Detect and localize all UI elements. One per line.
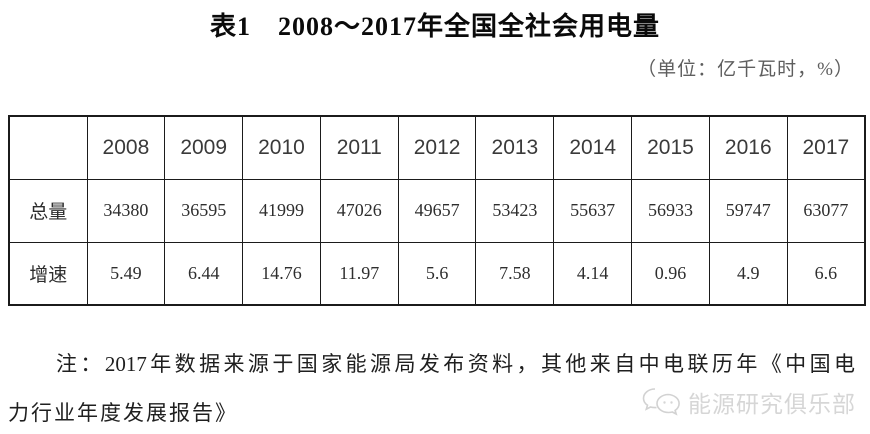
year-header-2014: 2014: [553, 115, 633, 180]
row-label-total: 总量: [8, 178, 88, 243]
year-header-2017: 2017: [786, 115, 866, 180]
total-value: 49657: [397, 178, 477, 243]
table-row-total: 总量 34380 36595 41999 47026 49657 53423 5…: [8, 178, 866, 243]
electricity-table: 2008 2009 2010 2011 2012 2013 2014 2015 …: [8, 115, 866, 306]
total-value: 59747: [708, 178, 788, 243]
total-value: 56933: [631, 178, 710, 243]
growth-value: 14.76: [242, 241, 321, 306]
watermark: 能源研究俱乐部: [641, 385, 856, 419]
total-value: 36595: [164, 178, 244, 243]
total-value: 41999: [242, 178, 321, 243]
chat-bubbles-icon: [641, 386, 683, 418]
year-header-2009: 2009: [164, 115, 244, 180]
growth-value: 5.49: [86, 241, 166, 306]
total-value: 63077: [786, 178, 866, 243]
table-row-growth: 增速 5.49 6.44 14.76 11.97 5.6 7.58 4.14 0…: [8, 241, 866, 306]
corner-cell: [8, 115, 88, 180]
footnote-line1: 注：2017年数据来源于国家能源局发布资料，其他来自中电联历年《中国电: [56, 352, 855, 376]
unit-note: （单位：亿千瓦时，%）: [637, 59, 854, 80]
year-header-2015: 2015: [631, 115, 710, 180]
table-header-row: 2008 2009 2010 2011 2012 2013 2014 2015 …: [8, 115, 866, 180]
row-label-growth: 增速: [8, 241, 88, 306]
total-value: 34380: [86, 178, 166, 243]
year-header-2011: 2011: [319, 115, 399, 180]
growth-value: 4.14: [553, 241, 633, 306]
growth-value: 0.96: [631, 241, 710, 306]
year-header-2010: 2010: [242, 115, 321, 180]
footnote-line2: 力行业年度发展报告》: [8, 401, 238, 425]
growth-value: 6.44: [164, 241, 244, 306]
growth-value: 11.97: [319, 241, 399, 306]
growth-value: 4.9: [708, 241, 788, 306]
total-value: 55637: [553, 178, 633, 243]
year-header-2016: 2016: [708, 115, 788, 180]
year-header-2013: 2013: [475, 115, 555, 180]
growth-value: 5.6: [397, 241, 477, 306]
year-header-2008: 2008: [86, 115, 166, 180]
growth-value: 7.58: [475, 241, 555, 306]
growth-value: 6.6: [786, 241, 866, 306]
total-value: 47026: [319, 178, 399, 243]
year-header-2012: 2012: [397, 115, 477, 180]
total-value: 53423: [475, 178, 555, 243]
watermark-label: 能源研究俱乐部: [688, 391, 856, 417]
table-title: 表1 2008～2017年全国全社会用电量: [209, 12, 660, 41]
